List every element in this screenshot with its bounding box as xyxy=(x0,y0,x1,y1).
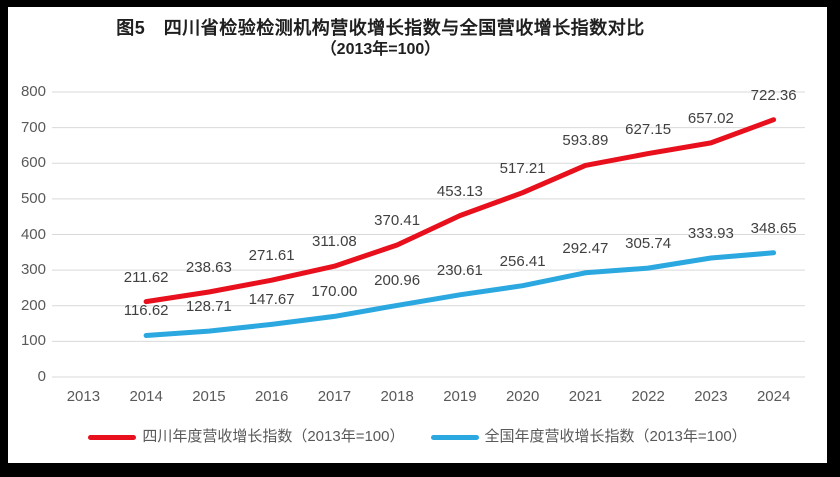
data-label-series-1: 256.41 xyxy=(499,252,546,270)
series-line-0 xyxy=(143,117,777,305)
legend-label: 全国年度营收增长指数（2013年=100） xyxy=(484,428,747,445)
x-tick-label: 2016 xyxy=(254,388,289,405)
y-tick-label: 500 xyxy=(20,189,46,207)
data-label-series-1: 230.61 xyxy=(436,261,483,279)
legend-line-swatch xyxy=(430,434,479,440)
x-tick-label: 2019 xyxy=(443,388,477,405)
data-label-series-1: 116.62 xyxy=(123,302,169,320)
y-tick-label: 600 xyxy=(20,154,46,172)
data-label-series-1: 147.67 xyxy=(248,291,295,309)
x-tick-label: 2013 xyxy=(66,388,101,405)
y-tick-label: 800 xyxy=(20,83,46,100)
y-tick-label: 100 xyxy=(20,332,46,350)
x-tick-label: 2021 xyxy=(568,388,603,405)
x-tick-label: 2024 xyxy=(756,388,791,405)
data-label-series-1: 305.74 xyxy=(625,235,672,253)
data-label-series-1: 333.93 xyxy=(687,225,734,243)
series-line-1 xyxy=(143,250,777,338)
y-tick-label: 200 xyxy=(20,296,46,314)
data-label-series-1: 348.65 xyxy=(750,219,797,237)
data-label-series-1: 128.71 xyxy=(185,298,232,316)
x-tick-label: 2022 xyxy=(631,388,665,405)
data-label-series-0: 238.63 xyxy=(185,258,232,276)
x-tick-label: 2018 xyxy=(380,388,414,405)
legend-item-1: 全国年度营收增长指数（2013年=100） xyxy=(430,427,747,447)
y-tick-label: 300 xyxy=(20,261,46,279)
x-tick-label: 2015 xyxy=(192,388,226,405)
legend-item-0: 四川年度营收增长指数（2013年=100） xyxy=(88,427,405,447)
y-tick-label: 0 xyxy=(37,368,46,385)
chart-title-line2: （2013年=100） xyxy=(320,41,441,58)
data-label-series-0: 311.08 xyxy=(311,233,357,251)
x-tick-label: 2014 xyxy=(129,388,163,405)
legend: 四川年度营收增长指数（2013年=100） 全国年度营收增长指数（2013年=10… xyxy=(8,427,827,447)
y-tick-label: 700 xyxy=(20,118,46,136)
chart-title-line1: 图5 四川省检验检测机构营收增长指数与全国营收增长指数对比 xyxy=(116,18,645,38)
data-label-series-0: 657.02 xyxy=(687,109,734,127)
x-tick-label: 2020 xyxy=(505,388,540,405)
data-label-series-1: 200.96 xyxy=(374,272,421,290)
data-label-series-0: 627.15 xyxy=(625,120,672,138)
chart-title: 图5 四川省检验检测机构营收增长指数与全国营收增长指数对比 （2013年=100… xyxy=(8,17,827,61)
data-label-series-0: 722.36 xyxy=(750,86,797,104)
data-label-series-0: 271.61 xyxy=(248,247,295,265)
data-label-series-0: 453.13 xyxy=(436,182,483,200)
legend-line-swatch xyxy=(88,434,137,440)
data-label-series-1: 170.00 xyxy=(311,283,358,301)
data-label-series-0: 517.21 xyxy=(499,159,546,177)
legend-label: 四川年度营收增长指数（2013年=100） xyxy=(142,428,405,445)
plot-area xyxy=(52,91,805,378)
data-label-series-0: 370.41 xyxy=(374,212,421,230)
data-label-series-1: 292.47 xyxy=(562,239,609,257)
x-tick-label: 2017 xyxy=(317,388,352,405)
data-label-series-0: 593.89 xyxy=(562,132,609,150)
data-label-series-0: 211.62 xyxy=(123,268,169,286)
chart-canvas: 图5 四川省检验检测机构营收增长指数与全国营收增长指数对比 （2013年=100… xyxy=(8,7,827,463)
y-tick-label: 400 xyxy=(20,225,46,243)
x-tick-label: 2023 xyxy=(694,388,728,405)
